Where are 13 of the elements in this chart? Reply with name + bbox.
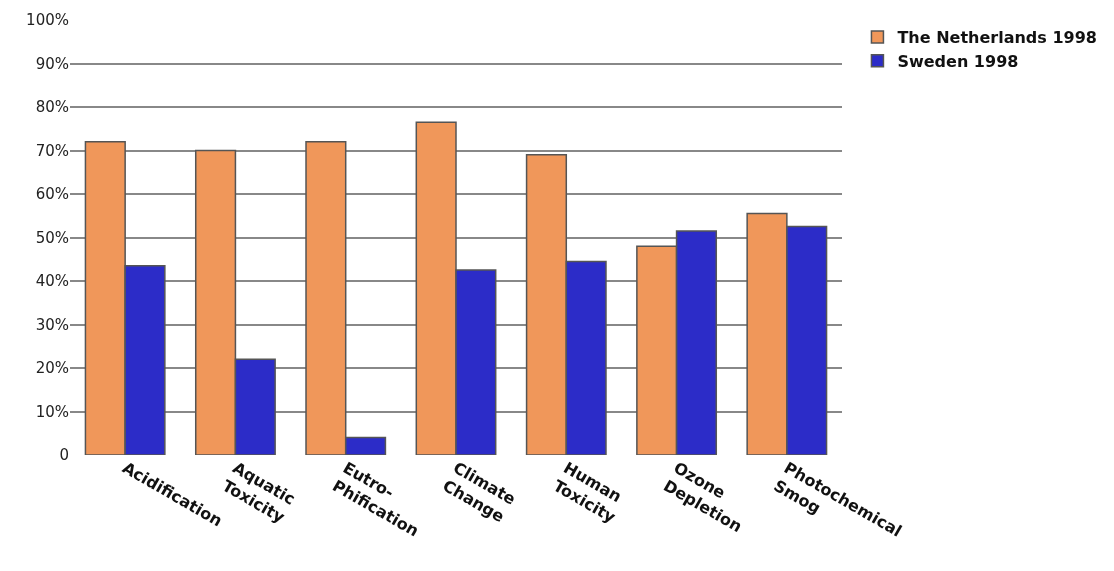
y-tick-label: 40% — [35, 272, 69, 291]
legend-label: Sweden 1998 — [897, 51, 1019, 71]
y-tick-label: 90% — [35, 54, 69, 73]
y-tick-label: 80% — [35, 98, 69, 117]
y-tick-label: 50% — [35, 228, 69, 247]
y-tick-label: 60% — [35, 185, 69, 204]
y-tick-label: 20% — [35, 359, 69, 378]
legend-label: The Netherlands 1998 — [897, 28, 1097, 48]
y-tick-label: 30% — [35, 315, 69, 334]
y-tick-label: 100% — [26, 11, 69, 30]
y-tick-label: 0 — [59, 446, 69, 465]
y-tick-label: 70% — [35, 141, 69, 160]
y-tick-label: 10% — [35, 402, 69, 421]
